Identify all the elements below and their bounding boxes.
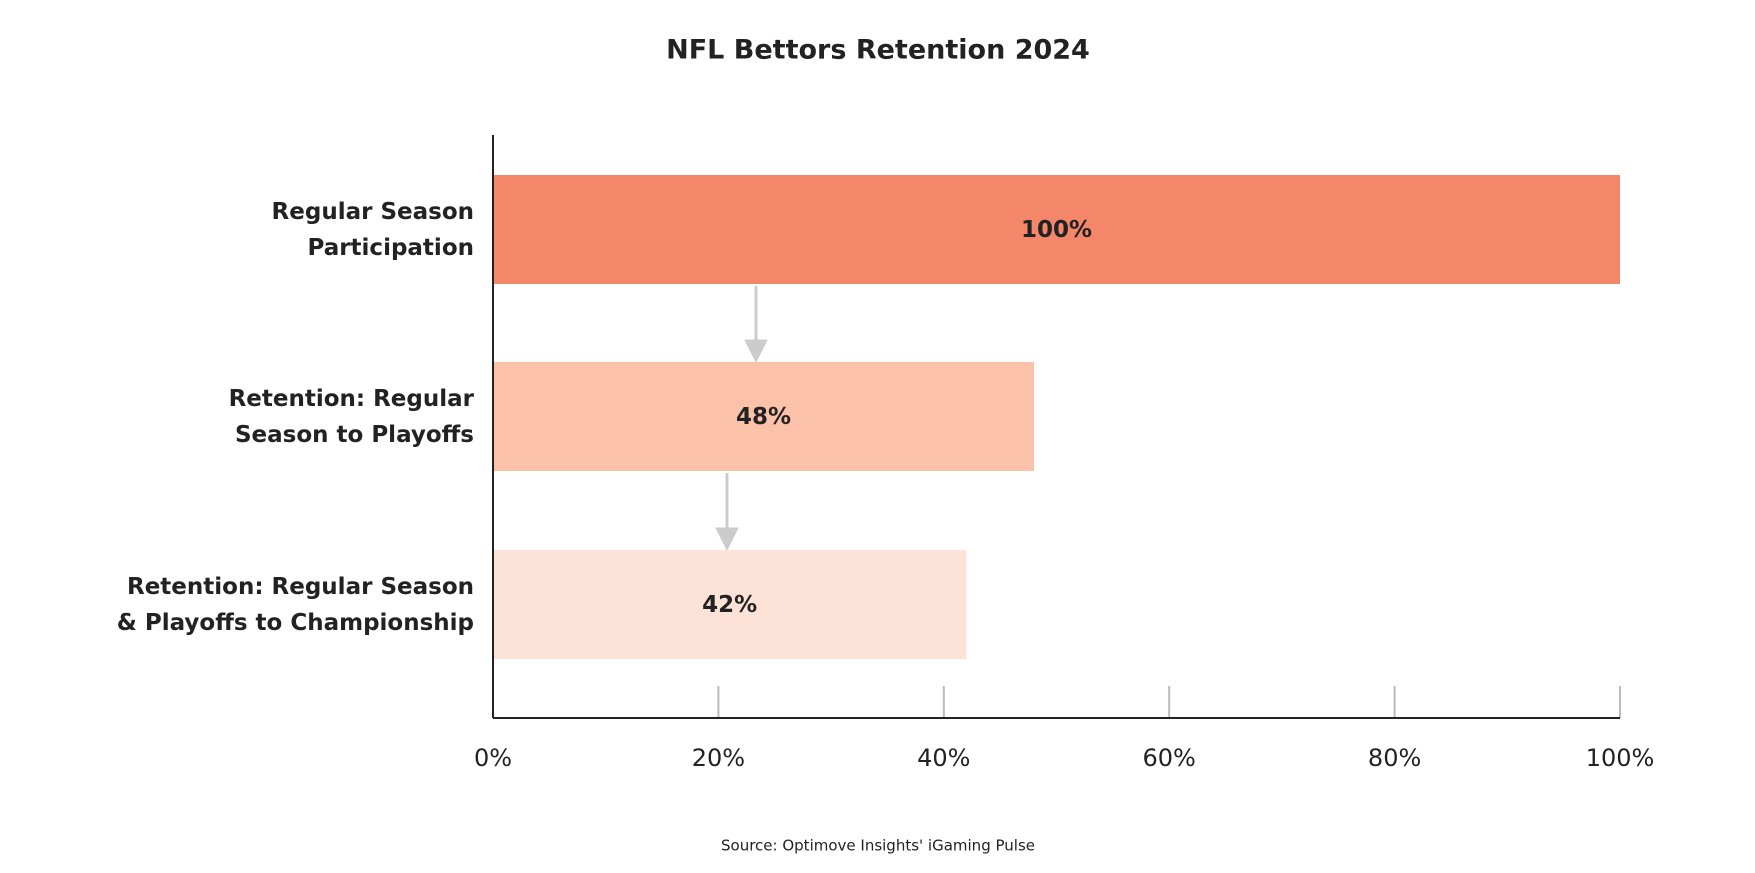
x-tick-label: 0% bbox=[474, 744, 512, 772]
arrows bbox=[715, 286, 768, 552]
value-label: 42% bbox=[702, 592, 757, 618]
x-tick-label: 60% bbox=[1143, 744, 1196, 772]
arrow-head bbox=[744, 339, 768, 364]
x-tick-label: 80% bbox=[1368, 744, 1421, 772]
arrow-head bbox=[715, 527, 739, 552]
bar bbox=[493, 550, 967, 659]
x-tick-label: 20% bbox=[692, 744, 745, 772]
bar bbox=[493, 362, 1034, 471]
chart-title: NFL Bettors Retention 2024 bbox=[666, 35, 1090, 66]
category-label: Retention: Regular Season to Playoffs bbox=[228, 385, 474, 448]
category-label: Retention: Regular Season & Playoffs to … bbox=[116, 573, 474, 636]
value-label: 48% bbox=[736, 404, 791, 430]
x-tick-label: 100% bbox=[1586, 744, 1655, 772]
x-tick-label: 40% bbox=[917, 744, 970, 772]
category-label: Regular Season Participation bbox=[271, 198, 474, 261]
value-label: 100% bbox=[1021, 217, 1092, 243]
bar bbox=[493, 175, 1620, 284]
source: Source: Optimove Insights' iGaming Pulse bbox=[721, 837, 1035, 855]
